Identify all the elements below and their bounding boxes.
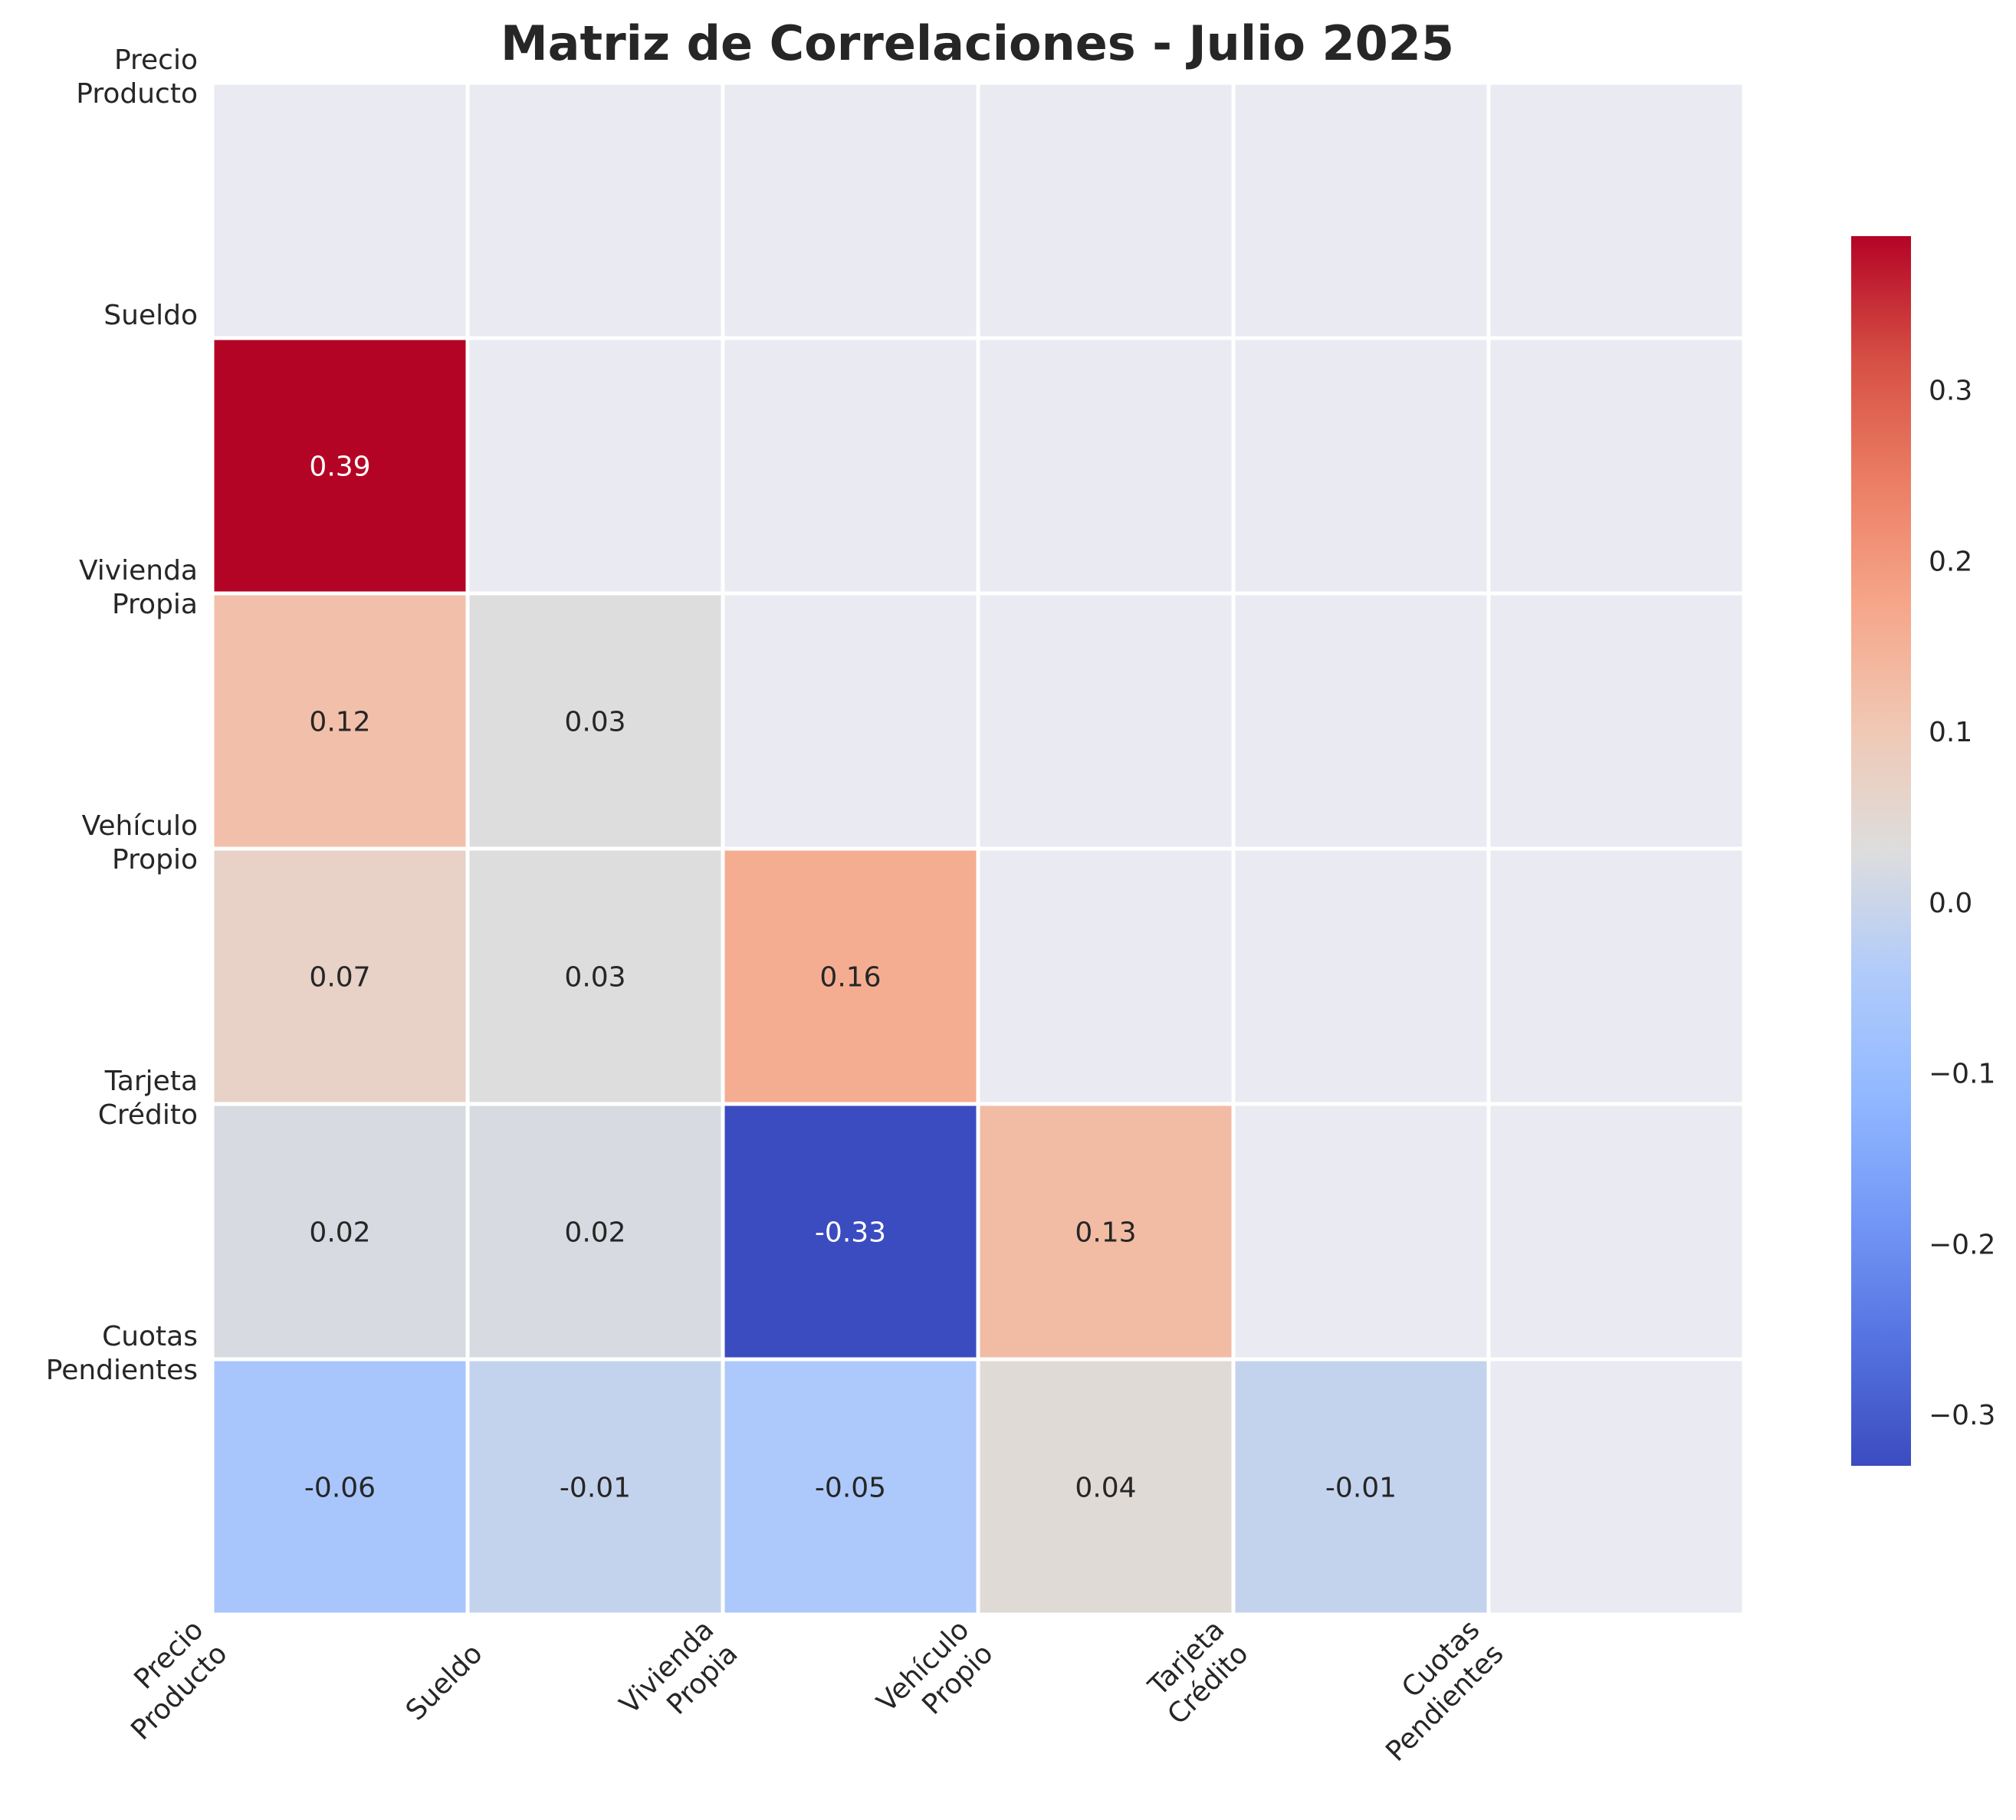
cell-value-label: -0.01: [1325, 1473, 1397, 1504]
y-axis-tick-labels: Precio Producto Sueldo Vivienda Propia Vehícu…: [46, 44, 198, 1386]
masked-cell: [465, 80, 725, 340]
cell-value-label: -0.05: [815, 1473, 886, 1504]
y-tick-label: Cuotas Pendientes: [46, 1321, 198, 1386]
masked-cell: [976, 80, 1236, 340]
x-tick-label: ViviendaPropia: [614, 1614, 744, 1744]
colorbar-tick-label: 0.2: [1929, 546, 1972, 577]
colorbar-bar: [1851, 236, 1911, 1466]
masked-cell: [976, 846, 1236, 1106]
masked-cell: [721, 591, 980, 851]
masked-cell: [1231, 80, 1491, 340]
x-tick-label: TarjetaCrédito: [1138, 1614, 1254, 1730]
chart-title: Matriz de Correlaciones - Julio 2025: [501, 15, 1454, 71]
colorbar-tick-label: 0.3: [1929, 376, 1972, 407]
masked-cell: [1486, 336, 1746, 596]
cell-value-label: 0.03: [564, 707, 625, 738]
cell-value-label: 0.02: [309, 1217, 370, 1249]
heatmap-cell: [210, 591, 470, 851]
masked-cell: [1486, 591, 1746, 851]
masked-cell: [1486, 1102, 1746, 1362]
cell-value-label: 0.07: [309, 962, 370, 994]
heatmap-cell: [465, 1357, 725, 1617]
masked-cell: [210, 80, 470, 340]
cell-value-label: 0.02: [564, 1217, 625, 1249]
masked-cell: [1486, 1357, 1746, 1617]
masked-cell: [721, 80, 980, 340]
cell-value-label: 0.03: [564, 962, 625, 994]
cell-value-label: 0.39: [309, 452, 370, 483]
cell-value-label: 0.16: [819, 962, 881, 994]
heatmap-cell: [721, 1357, 980, 1617]
masked-cell: [1231, 1102, 1491, 1362]
masked-cell: [976, 591, 1236, 851]
heatmap-cell: [465, 1102, 725, 1362]
masked-cell: [465, 336, 725, 596]
heatmap-cells: 0.39 0.12 0.03 0.07 0.03 0.16 0.02 0.02 -0.33 0.1…: [210, 80, 1746, 1617]
colorbar-tick-label: −0.2: [1929, 1229, 1995, 1260]
x-tick-label: PrecioProducto: [101, 1614, 233, 1746]
cell-value-label: 0.04: [1075, 1473, 1136, 1504]
heatmap-cell: [465, 591, 725, 851]
cell-value-label: 0.12: [309, 707, 370, 738]
colorbar-tick-label: 0.1: [1929, 717, 1972, 748]
x-tick-label: CuotasPendientes: [1356, 1614, 1509, 1767]
y-tick-label: Vivienda Propia: [79, 555, 198, 620]
heatmap-cell: [976, 1102, 1236, 1362]
y-tick-label: Sueldo: [103, 300, 198, 331]
cell-value-label: -0.33: [815, 1217, 886, 1249]
masked-cell: [721, 336, 980, 596]
masked-cell: [1231, 591, 1491, 851]
colorbar: 0.3 0.2 0.1 0.0 −0.1 −0.2 −0.3: [1851, 236, 1995, 1466]
colorbar-tick-label: −0.1: [1929, 1059, 1995, 1090]
cell-value-label: -0.06: [304, 1473, 376, 1504]
masked-cell: [976, 336, 1236, 596]
y-tick-label: Tarjeta Crédito: [98, 1066, 198, 1131]
heatmap-cell: [210, 846, 470, 1106]
x-tick-label: Sueldo: [400, 1638, 489, 1727]
heatmap-cell: [721, 846, 980, 1106]
heatmap-cell: [210, 336, 470, 596]
masked-cell: [1486, 80, 1746, 340]
masked-cell: [1231, 336, 1491, 596]
heatmap-cell: [976, 1357, 1236, 1617]
cell-value-label: 0.13: [1075, 1217, 1136, 1249]
x-axis-tick-labels: PrecioProducto Sueldo ViviendaPropia Vehícu…: [101, 1614, 1509, 1767]
x-tick-label: VehículoPropio: [871, 1614, 999, 1742]
y-tick-label: Vehículo Propio: [82, 810, 198, 876]
colorbar-tick-label: −0.3: [1929, 1400, 1995, 1431]
colorbar-tick-label: 0.0: [1929, 888, 1972, 919]
y-tick-label: Precio Producto: [76, 44, 198, 110]
masked-cell: [1231, 846, 1491, 1106]
masked-cell: [1486, 846, 1746, 1106]
cell-value-label: -0.01: [560, 1473, 631, 1504]
